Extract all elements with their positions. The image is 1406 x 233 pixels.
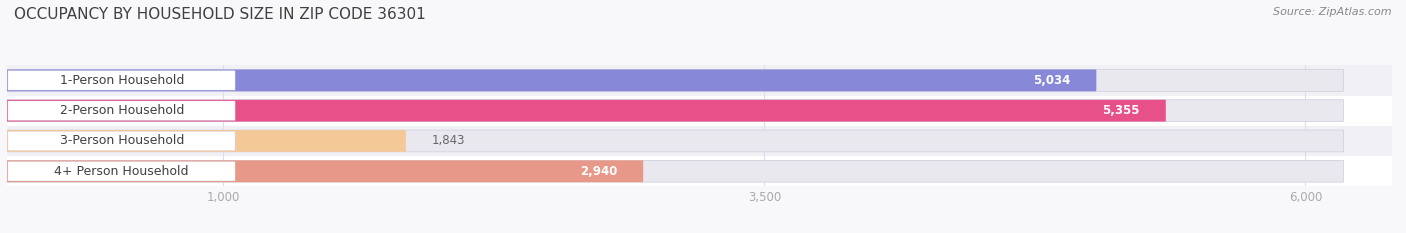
FancyBboxPatch shape: [7, 69, 1344, 91]
FancyBboxPatch shape: [7, 160, 1344, 182]
FancyBboxPatch shape: [7, 100, 1166, 122]
Text: 5,034: 5,034: [1033, 74, 1070, 87]
FancyBboxPatch shape: [7, 69, 1097, 91]
FancyBboxPatch shape: [7, 130, 406, 152]
FancyBboxPatch shape: [8, 131, 235, 151]
FancyBboxPatch shape: [7, 65, 1392, 96]
FancyBboxPatch shape: [7, 156, 1392, 186]
FancyBboxPatch shape: [8, 161, 235, 181]
Text: 5,355: 5,355: [1102, 104, 1140, 117]
FancyBboxPatch shape: [7, 96, 1392, 126]
Text: Source: ZipAtlas.com: Source: ZipAtlas.com: [1274, 7, 1392, 17]
Text: 3-Person Household: 3-Person Household: [59, 134, 184, 147]
Text: 4+ Person Household: 4+ Person Household: [55, 165, 188, 178]
Text: 1-Person Household: 1-Person Household: [59, 74, 184, 87]
FancyBboxPatch shape: [8, 101, 235, 120]
FancyBboxPatch shape: [7, 130, 1344, 152]
FancyBboxPatch shape: [7, 100, 1344, 122]
Text: 1,843: 1,843: [432, 134, 465, 147]
FancyBboxPatch shape: [8, 71, 235, 90]
FancyBboxPatch shape: [7, 160, 643, 182]
Text: 2-Person Household: 2-Person Household: [59, 104, 184, 117]
FancyBboxPatch shape: [7, 126, 1392, 156]
Text: 2,940: 2,940: [579, 165, 617, 178]
Text: OCCUPANCY BY HOUSEHOLD SIZE IN ZIP CODE 36301: OCCUPANCY BY HOUSEHOLD SIZE IN ZIP CODE …: [14, 7, 426, 22]
